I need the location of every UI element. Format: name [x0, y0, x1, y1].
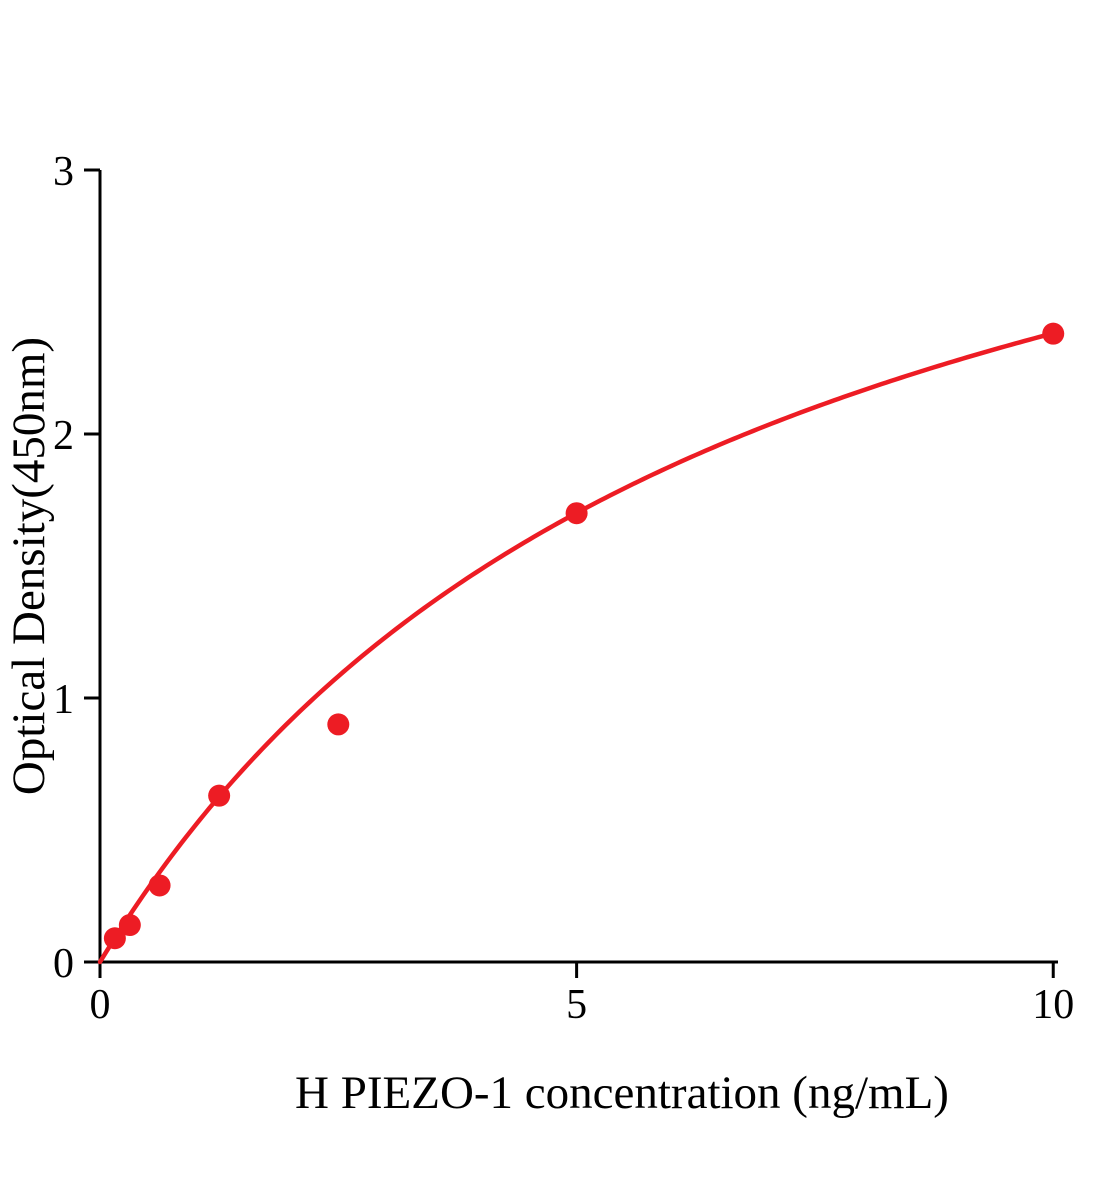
data-point: [148, 874, 171, 897]
data-point: [565, 502, 588, 525]
x-tick-label: 0: [90, 982, 111, 1028]
y-tick-label: 0: [53, 941, 74, 987]
data-point: [118, 914, 141, 937]
fit-curve: [97, 331, 1056, 965]
data-point: [103, 927, 126, 950]
data-point: [208, 784, 231, 807]
x-axis-label: H PIEZO-1 concentration (ng/mL): [295, 1067, 949, 1119]
fit-curve-path: [97, 331, 1056, 965]
data-point: [1042, 322, 1065, 345]
y-tick-label: 3: [53, 149, 74, 195]
x-tick-label: 5: [566, 982, 587, 1028]
y-tick-label: 1: [53, 677, 74, 723]
x-tick-label: 10: [1032, 982, 1074, 1028]
data-points: [103, 322, 1065, 950]
y-axis-label: Optical Density(450nm): [3, 337, 55, 795]
axes: 0 1 2 3 0 5 10: [53, 149, 1074, 1028]
data-point: [327, 713, 350, 736]
y-tick-label: 2: [53, 413, 74, 459]
